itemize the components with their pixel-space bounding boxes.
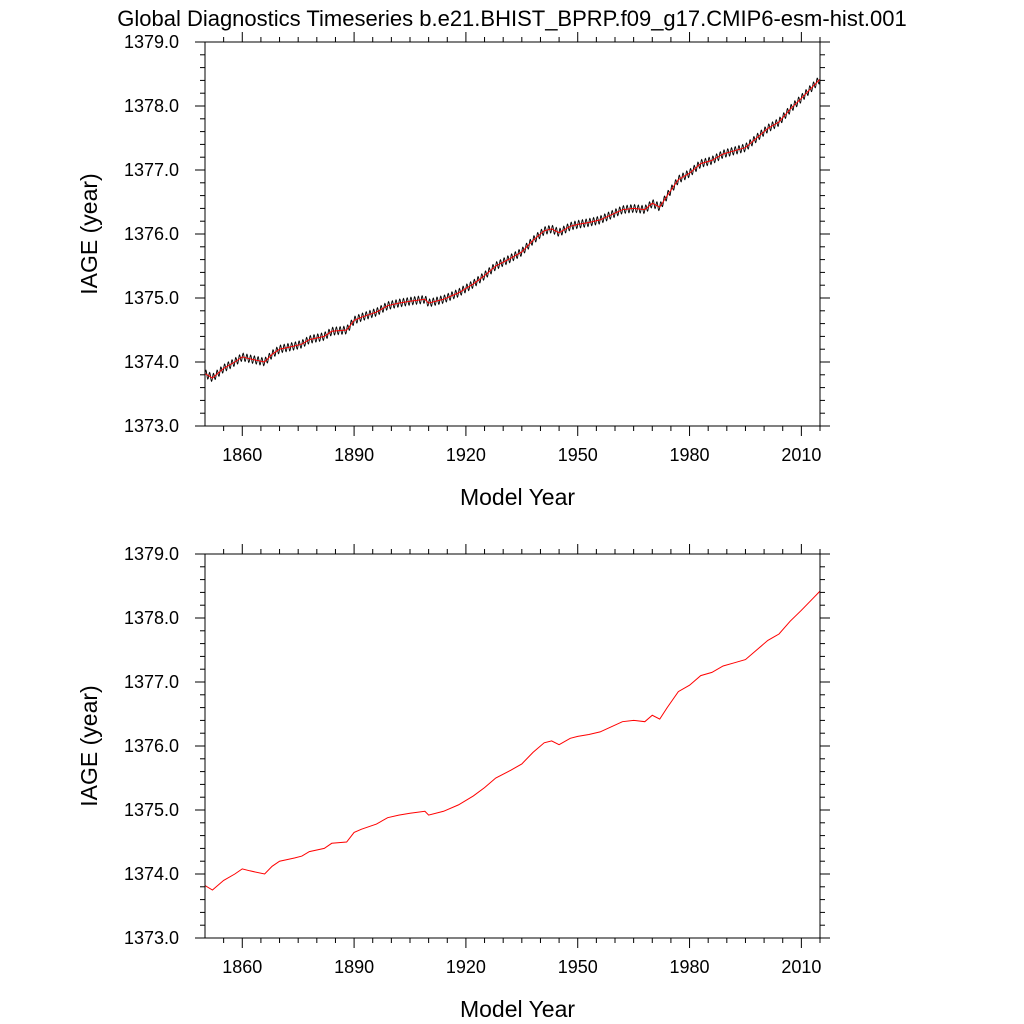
y-tick-label: 1379.0	[124, 544, 179, 564]
x-tick-label: 1920	[446, 445, 486, 465]
y-tick-label: 1377.0	[124, 672, 179, 692]
y-tick-label: 1374.0	[124, 864, 179, 884]
x-tick-label: 1860	[222, 957, 262, 977]
y-tick-label: 1376.0	[124, 224, 179, 244]
y-tick-label: 1374.0	[124, 352, 179, 372]
x-tick-label: 1890	[334, 957, 374, 977]
x-tick-label: 1920	[446, 957, 486, 977]
x-tick-label: 1980	[670, 445, 710, 465]
x-axis-label: Model Year	[460, 484, 575, 510]
bottom-chart-annual-mean: 1860 1890 1920 1950 1980 2010 1373.0 1374.0 1375…	[76, 544, 830, 1022]
x-tick-label: 2010	[781, 957, 821, 977]
x-tick-label: 1980	[670, 957, 710, 977]
y-axis-label: IAGE (year)	[76, 173, 102, 294]
plot-frame	[204, 553, 821, 939]
annual-mean-series-line	[205, 78, 820, 379]
y-tick-label: 1376.0	[124, 736, 179, 756]
y-tick-label: 1373.0	[124, 416, 179, 436]
x-tick-label: 2010	[781, 445, 821, 465]
y-tick-label: 1379.0	[124, 32, 179, 52]
y-tick-label: 1375.0	[124, 288, 179, 308]
y-tick-label: 1373.0	[124, 928, 179, 948]
x-tick-label: 1890	[334, 445, 374, 465]
top-chart-monthly-and-annual: 1860 1890 1920 1950 1980 2010 1373.0 1374.0 1375…	[76, 32, 830, 510]
x-tick-label: 1950	[558, 957, 598, 977]
annual-mean-series-line	[205, 590, 820, 891]
x-axis-label: Model Year	[460, 996, 575, 1022]
monthly-series-line	[205, 77, 820, 383]
y-axis-label: IAGE (year)	[76, 685, 102, 806]
x-tick-label: 1860	[222, 445, 262, 465]
plot-frame	[204, 41, 821, 427]
page-title: Global Diagnostics Timeseries b.e21.BHIS…	[117, 6, 907, 31]
y-tick-label: 1375.0	[124, 800, 179, 820]
y-tick-label: 1378.0	[124, 96, 179, 116]
y-tick-label: 1377.0	[124, 160, 179, 180]
x-tick-label: 1950	[558, 445, 598, 465]
y-tick-label: 1378.0	[124, 608, 179, 628]
